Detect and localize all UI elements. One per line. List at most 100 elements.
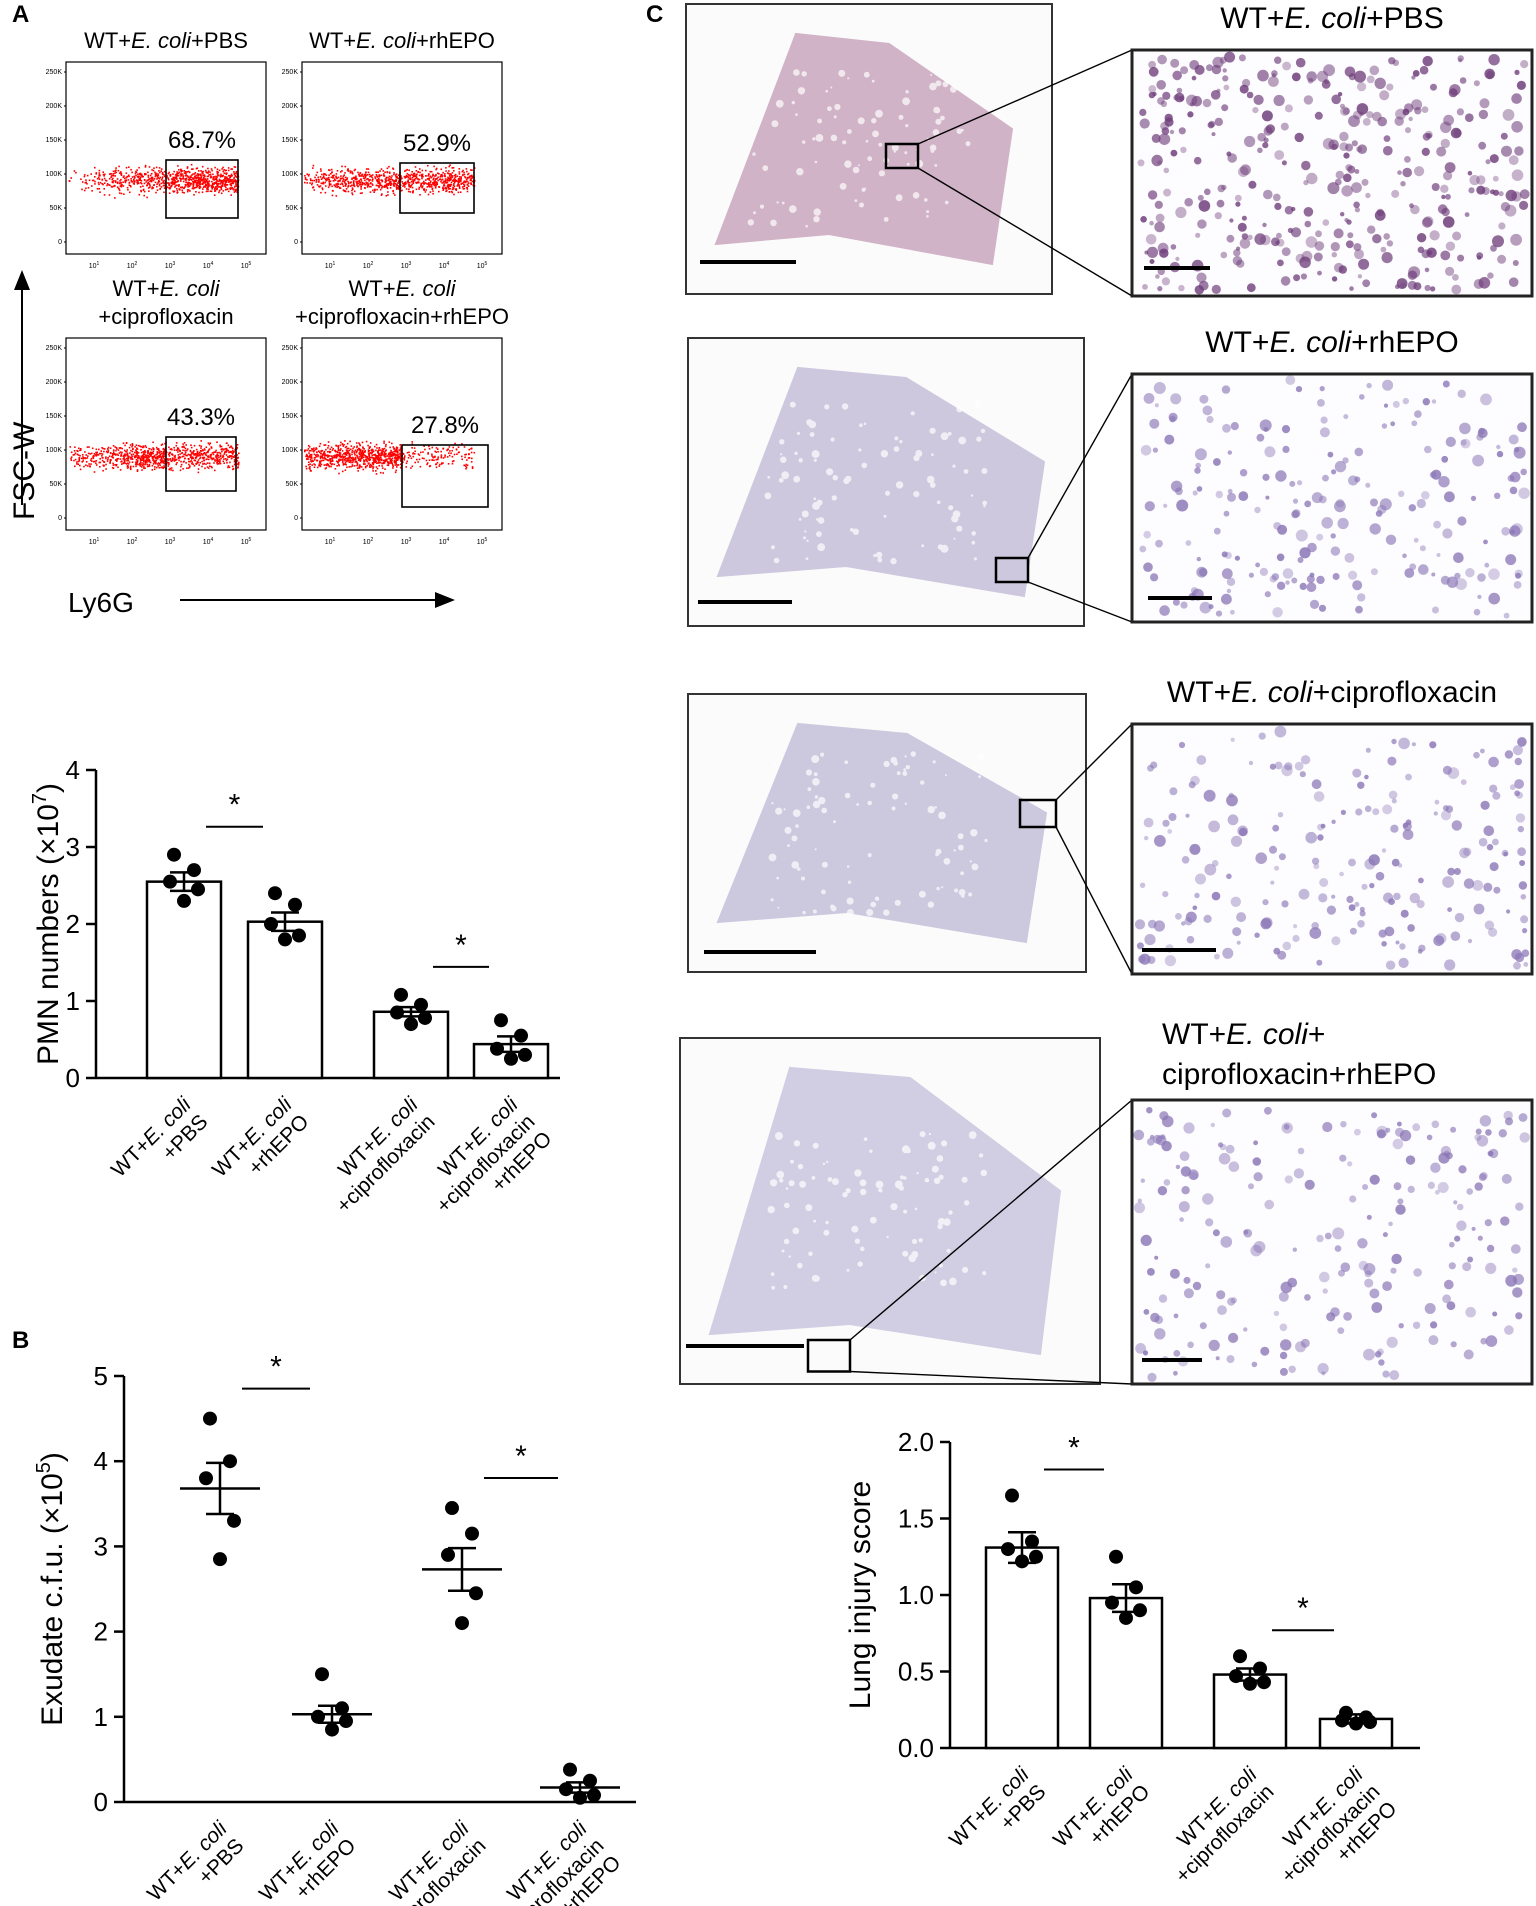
- flow-event-dot: [175, 458, 178, 461]
- flow-event-dot: [202, 174, 204, 177]
- flow-event-dot: [407, 190, 410, 193]
- flow-event-dot: [315, 455, 317, 458]
- cell-nucleus: [1154, 221, 1165, 233]
- alveolar-space: [973, 400, 982, 408]
- cell-nucleus: [1365, 192, 1371, 199]
- flow-event-dot: [414, 461, 416, 464]
- flow-event-dot: [369, 459, 371, 461]
- flow-event-dot: [233, 188, 235, 190]
- cell-nucleus: [1276, 581, 1286, 590]
- flow-event-dot: [338, 472, 340, 475]
- cell-nucleus: [1347, 165, 1356, 174]
- flow-event-dot: [204, 452, 206, 455]
- flow-event-dot: [396, 466, 398, 468]
- flow-event-dot: [206, 178, 209, 180]
- alveolar-space: [813, 458, 817, 462]
- flow-event-dot: [105, 180, 108, 182]
- flow-event-dot: [348, 455, 351, 458]
- flow-event-dot: [169, 458, 171, 460]
- flow-event-dot: [460, 177, 462, 180]
- flow-event-dot: [153, 460, 156, 462]
- flow-event-dot: [367, 452, 370, 454]
- flow-event-dot: [205, 190, 208, 193]
- flow-event-dot: [362, 447, 364, 449]
- cell-nucleus: [1506, 909, 1511, 914]
- flow-event-dot: [335, 456, 337, 458]
- flow-event-dot: [79, 468, 82, 471]
- cell-nucleus: [1500, 202, 1511, 212]
- flow-event-dot: [322, 459, 324, 462]
- flow-event-dot: [230, 445, 233, 448]
- flow-event-dot: [389, 452, 392, 454]
- cell-nucleus: [1193, 156, 1202, 165]
- alveolar-space: [940, 544, 949, 553]
- flow-event-dot: [354, 454, 356, 456]
- flow-event-dot: [146, 451, 149, 453]
- flow-event-dot: [441, 462, 443, 464]
- flow-event-dot: [341, 182, 343, 184]
- flow-event-dot: [428, 182, 430, 184]
- flow-event-dot: [182, 449, 184, 452]
- flow-event-dot: [399, 453, 401, 456]
- flow-event-dot: [162, 455, 165, 457]
- flow-event-dot: [222, 454, 224, 457]
- flow-event-dot: [140, 449, 142, 451]
- cell-nucleus: [1451, 284, 1462, 295]
- flow-event-dot: [343, 444, 345, 446]
- cell-nucleus: [1414, 410, 1422, 418]
- cell-nucleus: [1148, 91, 1156, 99]
- flow-event-dot: [433, 183, 436, 185]
- flow-event-dot: [414, 177, 417, 180]
- flow-event-dot: [458, 187, 461, 189]
- cell-nucleus: [1317, 399, 1325, 407]
- flow-event-dot: [323, 456, 326, 459]
- flow-event-dot: [101, 455, 103, 457]
- flow-event-dot: [398, 457, 400, 459]
- flow-event-dot: [425, 459, 428, 462]
- cell-nucleus: [1318, 893, 1328, 903]
- flow-y-tick: 50K: [286, 481, 299, 488]
- flow-event-dot: [125, 442, 128, 444]
- cell-nucleus: [1268, 76, 1279, 87]
- flow-y-tick: 200K: [282, 379, 299, 386]
- flow-event-dot: [168, 468, 170, 471]
- flow-event-dot: [351, 172, 354, 174]
- flow-event-dot: [191, 187, 194, 190]
- cell-nucleus: [1294, 761, 1304, 771]
- flow-event-dot: [139, 460, 142, 462]
- flow-event-dot: [112, 173, 115, 175]
- flow-event-dot: [331, 449, 334, 451]
- flow-event-dot: [319, 185, 322, 187]
- cell-nucleus: [1274, 150, 1285, 160]
- cell-nucleus: [1505, 189, 1518, 202]
- flow-event-dot: [377, 458, 380, 461]
- flow-event-dot: [202, 456, 204, 459]
- flow-event-dot: [456, 185, 459, 187]
- tick-exp: 1: [97, 261, 100, 267]
- flow-event-dot: [387, 464, 390, 467]
- flow-event-dot: [381, 452, 384, 454]
- cell-nucleus: [1300, 755, 1311, 765]
- flow-event-dot: [149, 461, 152, 464]
- alveolar-space: [847, 77, 850, 80]
- flow-event-dot: [447, 188, 450, 190]
- flow-x-tick: 104: [203, 261, 214, 270]
- flow-event-dot: [201, 179, 203, 182]
- alveolar-space: [768, 853, 777, 862]
- flow-event-dot: [216, 170, 218, 173]
- flow-event-dot: [193, 175, 196, 178]
- flow-event-dot: [412, 179, 414, 181]
- flow-event-dot: [113, 185, 115, 188]
- cell-nucleus: [1514, 757, 1523, 766]
- flow-event-dot: [358, 466, 360, 469]
- flow-event-dot: [227, 456, 229, 458]
- cell-nucleus: [1520, 60, 1529, 69]
- flow-event-dot: [220, 186, 222, 189]
- flow-event-dot: [317, 455, 319, 458]
- cell-nucleus: [1186, 94, 1198, 107]
- flow-event-dot: [184, 449, 186, 452]
- flow-event-dot: [160, 459, 163, 462]
- flow-event-dot: [114, 175, 116, 177]
- flow-event-dot: [89, 453, 91, 455]
- cell-nucleus: [1198, 200, 1211, 212]
